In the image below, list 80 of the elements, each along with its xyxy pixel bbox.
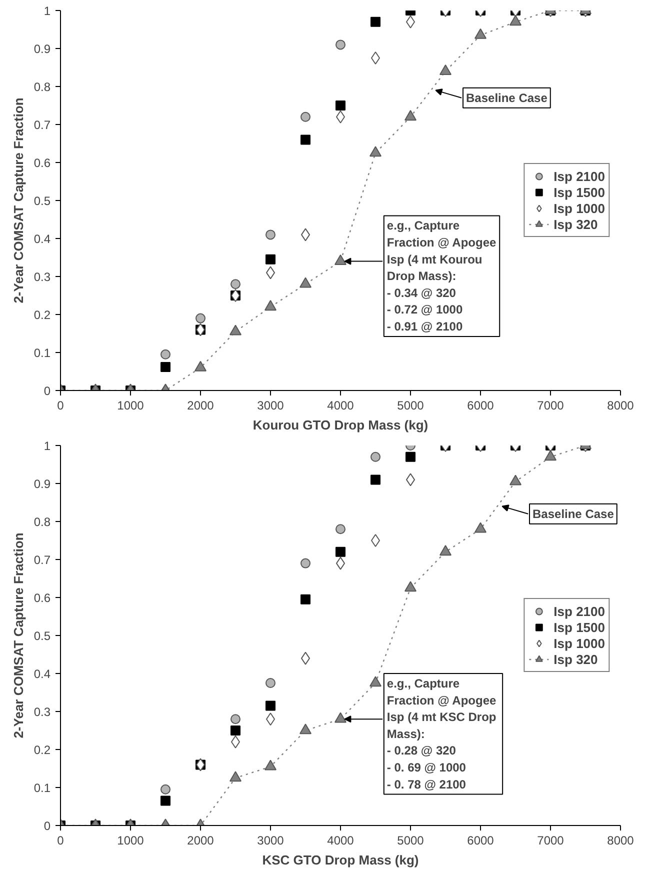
x-tick-label: 5000	[397, 834, 424, 848]
point	[230, 726, 240, 736]
point	[300, 134, 310, 145]
x-tick-label: 6000	[467, 398, 494, 412]
point	[266, 678, 276, 688]
point	[334, 254, 346, 265]
legend-label: Isp 2100	[554, 168, 605, 184]
x-tick-label: 7000	[537, 834, 564, 848]
x-tick-label: 8000	[607, 398, 634, 412]
y-tick-label: 0	[44, 819, 51, 833]
y-tick-label: 0	[44, 384, 51, 398]
y-tick-label: 0.8	[34, 515, 51, 529]
legend-label: Isp 1000	[554, 200, 605, 216]
x-tick-label: 4000	[327, 398, 354, 412]
legend-label: Isp 320	[554, 651, 598, 667]
x-tick-label: 4000	[327, 834, 354, 848]
point	[336, 524, 346, 534]
point	[264, 300, 276, 311]
x-tick-label: 0	[57, 398, 64, 412]
x-tick-label: 1000	[117, 398, 144, 412]
y-tick-label: 0.1	[34, 781, 51, 795]
annotation: e.g., Capture Fraction @ Apogee Isp (4 mt Kourou Drop Mass): - 0.34 @ 320 - 0.72 @ 1000 - 0.91 @ 2100	[386, 218, 496, 334]
legend-label: Isp 2100	[554, 603, 605, 619]
legend-label: Isp 1500	[554, 184, 605, 200]
x-tick-label: 2000	[187, 398, 214, 412]
y-axis-title: 2-Year COMSAT Capture Fraction	[10, 532, 26, 738]
point	[266, 230, 276, 240]
x-tick-label: 6000	[467, 834, 494, 848]
point	[230, 714, 240, 724]
point	[336, 100, 346, 110]
y-tick-label: 0.9	[34, 42, 51, 56]
x-tick-label: 0	[57, 834, 64, 848]
point	[370, 676, 382, 687]
y-tick-label: 0.2	[34, 308, 51, 322]
y-tick-label: 0.6	[34, 591, 51, 605]
point	[266, 700, 276, 711]
y-tick-label: 0.5	[34, 629, 51, 643]
legend-label: Isp 1000	[554, 635, 605, 651]
y-tick-label: 0.8	[34, 80, 51, 94]
annotation: Baseline Case	[466, 90, 548, 105]
x-tick-label: 5000	[397, 398, 424, 412]
x-tick-label: 8000	[607, 834, 634, 848]
point	[264, 760, 276, 770]
legend-label: Isp 1500	[554, 619, 605, 635]
y-tick-label: 0.3	[34, 270, 51, 284]
y-tick-label: 0.6	[34, 156, 51, 170]
x-tick-label: 1000	[117, 834, 144, 848]
y-tick-label: 0.4	[34, 232, 51, 246]
x-axis-title: KSC GTO Drop Mass (kg)	[262, 852, 419, 868]
point	[336, 546, 346, 557]
point	[230, 279, 240, 290]
y-tick-label: 1	[44, 4, 51, 18]
point	[334, 712, 346, 723]
y-tick-label: 0.5	[34, 194, 51, 208]
point	[194, 360, 206, 372]
y-tick-label: 0.9	[34, 477, 51, 491]
x-tick-label: 7000	[537, 398, 564, 412]
annotation: e.g., Capture Fraction @ Apogee Isp (4 mt KSC Drop Mass): - 0.28 @ 320 - 0. 69 @ 1000 - 0. 78 @ 2100	[386, 676, 496, 792]
x-tick-label: 3000	[257, 834, 284, 848]
x-tick-label: 2000	[187, 834, 214, 848]
annotation: Baseline Case	[532, 506, 614, 521]
legend-label: Isp 320	[554, 216, 598, 232]
y-tick-label: 0.7	[34, 553, 51, 567]
y-axis-title: 2-Year COMSAT Capture Fraction	[10, 98, 26, 304]
y-tick-label: 1	[44, 439, 51, 453]
y-tick-label: 0.3	[34, 705, 51, 719]
point	[300, 724, 312, 734]
y-tick-label: 0.2	[34, 743, 51, 757]
point	[300, 594, 310, 604]
y-tick-label: 0.4	[34, 667, 51, 681]
point	[300, 558, 310, 568]
y-tick-label: 0.7	[34, 118, 51, 132]
y-tick-label: 0.1	[34, 346, 51, 360]
point	[230, 771, 242, 782]
x-axis-title: Kourou GTO Drop Mass (kg)	[252, 418, 428, 432]
point	[300, 112, 310, 122]
point	[266, 254, 276, 264]
x-tick-label: 3000	[257, 398, 284, 412]
point	[300, 277, 312, 288]
point	[230, 324, 242, 336]
